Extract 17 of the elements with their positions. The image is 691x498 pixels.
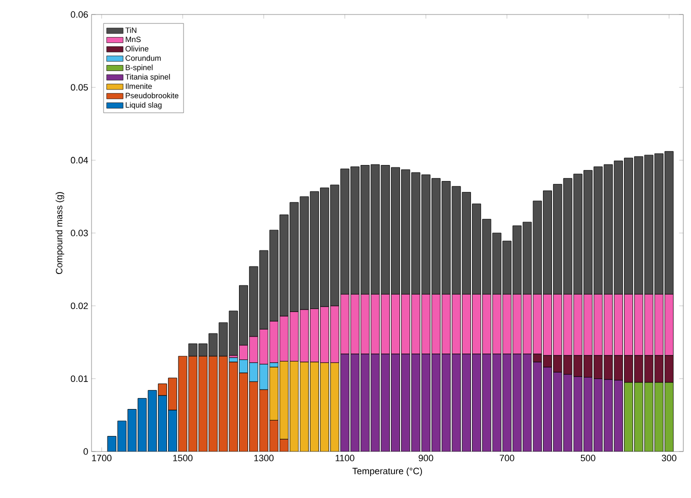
x-tick-label: 1500 xyxy=(173,454,193,462)
x-tick-label: 1700 xyxy=(92,454,112,462)
y-axis-title: Compound mass (g) xyxy=(56,192,64,274)
x-tick-label: 300 xyxy=(662,454,676,462)
y-tick-label: 0.06 xyxy=(70,11,88,18)
y-tick-label: 0.01 xyxy=(70,375,88,382)
x-tick-label: 700 xyxy=(500,454,514,462)
x-axis-title: Temperature (°C) xyxy=(352,468,422,476)
y-tick-label: 0.05 xyxy=(70,84,88,91)
x-tick-label: 500 xyxy=(580,454,596,462)
y-tick-label: 0.04 xyxy=(70,156,88,164)
y-tick-label: 0 xyxy=(84,448,88,455)
y-tick-label: 0.02 xyxy=(70,302,88,310)
x-tick-label: 900 xyxy=(418,454,434,462)
y-tick-label: 0.03 xyxy=(70,230,88,236)
x-tick-label: 1300 xyxy=(254,454,274,462)
x-tick-label: 1100 xyxy=(336,454,354,462)
